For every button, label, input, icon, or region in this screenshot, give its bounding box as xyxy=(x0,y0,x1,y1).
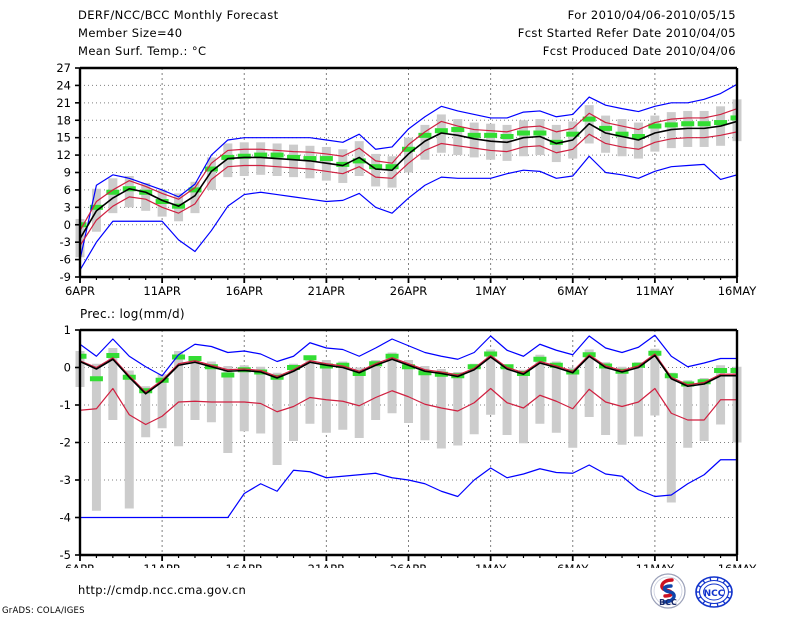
svg-text:27: 27 xyxy=(56,61,71,75)
svg-text:6MAY: 6MAY xyxy=(557,284,589,298)
svg-text:-1: -1 xyxy=(60,398,71,412)
header-title: DERF/NCC/BCC Monthly Forecast xyxy=(78,8,279,22)
svg-text:11MAY: 11MAY xyxy=(636,562,676,568)
svg-text:1MAY: 1MAY xyxy=(475,284,507,298)
svg-text:-3: -3 xyxy=(60,473,71,487)
svg-text:6: 6 xyxy=(64,183,71,197)
footer-url[interactable]: http://cmdp.ncc.cma.gov.cn xyxy=(78,583,247,597)
footer-grads-credit: GrADS: COLA/IGES xyxy=(2,606,85,616)
svg-text:11APR: 11APR xyxy=(143,284,180,298)
svg-text:2010: 2010 xyxy=(65,298,94,300)
svg-text:-5: -5 xyxy=(60,548,71,562)
svg-text:11MAY: 11MAY xyxy=(636,284,676,298)
svg-text:BCC: BCC xyxy=(659,598,677,607)
svg-text:16MAY: 16MAY xyxy=(718,562,758,568)
temperature-chart: -9 -6 -3 0 3 6 9 12 15 18 21 24 27 6APR 11APR 16APR 21AP… xyxy=(0,0,800,300)
svg-text:6APR: 6APR xyxy=(65,562,95,568)
svg-text:15: 15 xyxy=(56,131,71,145)
svg-text:-3: -3 xyxy=(60,235,71,249)
svg-text:24: 24 xyxy=(56,78,71,92)
svg-text:0: 0 xyxy=(64,218,71,232)
header-forecast-period: For 2010/04/06-2010/05/15 xyxy=(567,8,736,22)
header-fcst-produced-date: Fcst Produced Date 2010/04/06 xyxy=(542,44,736,58)
svg-text:11APR: 11APR xyxy=(143,562,180,568)
svg-text:NCC: NCC xyxy=(704,589,725,599)
svg-text:9: 9 xyxy=(64,166,71,180)
svg-text:-2: -2 xyxy=(60,436,71,450)
logo-group: BCC NCC xyxy=(648,572,756,612)
svg-text:16APR: 16APR xyxy=(226,284,263,298)
svg-text:-4: -4 xyxy=(60,511,71,525)
svg-text:0: 0 xyxy=(64,361,71,375)
svg-text:16APR: 16APR xyxy=(226,562,263,568)
svg-text:16MAY: 16MAY xyxy=(718,284,758,298)
svg-text:21APR: 21APR xyxy=(308,562,345,568)
svg-text:-9: -9 xyxy=(60,270,71,284)
svg-text:1MAY: 1MAY xyxy=(475,562,507,568)
svg-text:18: 18 xyxy=(56,113,71,127)
bcc-logo-icon: BCC xyxy=(648,572,688,612)
header-variable-label: Mean Surf. Temp.: °C xyxy=(78,44,207,58)
svg-text:-6: -6 xyxy=(60,253,71,267)
header-fcst-started-date: Fcst Started Refer Date 2010/04/05 xyxy=(517,26,736,40)
precipitation-chart: -5-4-3-2-1016APR11APR16APR21APR26APR1MAY… xyxy=(0,300,800,568)
ncc-logo-icon: NCC xyxy=(694,572,734,612)
svg-text:21: 21 xyxy=(56,96,71,110)
svg-text:6APR: 6APR xyxy=(65,284,95,298)
svg-text:21APR: 21APR xyxy=(308,284,345,298)
header-member-size: Member Size=40 xyxy=(78,26,183,40)
svg-text:26APR: 26APR xyxy=(390,562,427,568)
svg-text:6MAY: 6MAY xyxy=(557,562,589,568)
svg-text:26APR: 26APR xyxy=(390,284,427,298)
precipitation-axis-label: Prec.: log(mm/d) xyxy=(80,307,185,321)
svg-text:1: 1 xyxy=(64,323,71,337)
svg-text:3: 3 xyxy=(64,200,71,214)
svg-text:12: 12 xyxy=(56,148,71,162)
